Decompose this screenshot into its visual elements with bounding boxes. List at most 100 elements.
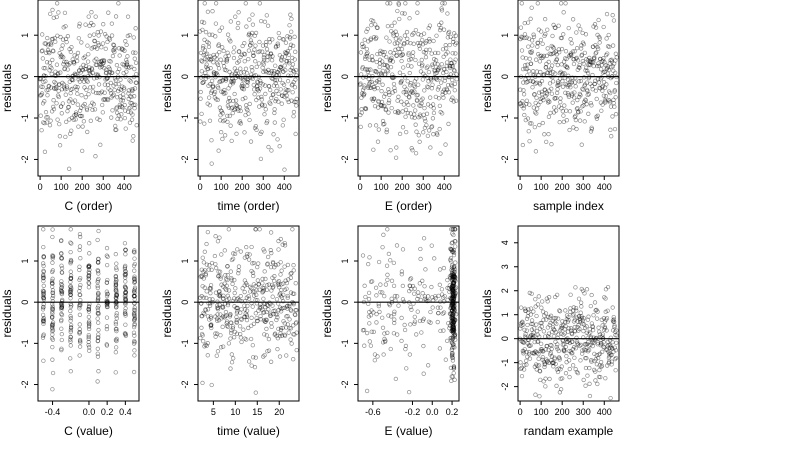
point bbox=[117, 86, 122, 92]
point bbox=[292, 69, 297, 75]
point bbox=[113, 282, 119, 287]
point bbox=[549, 86, 554, 91]
point bbox=[520, 55, 525, 60]
point bbox=[90, 100, 95, 105]
point bbox=[113, 350, 118, 355]
point bbox=[292, 332, 297, 337]
point bbox=[542, 313, 547, 318]
point bbox=[577, 91, 583, 97]
point bbox=[453, 260, 458, 265]
point bbox=[531, 330, 536, 335]
point bbox=[113, 14, 119, 19]
point bbox=[539, 55, 544, 61]
point bbox=[208, 57, 213, 63]
point bbox=[212, 253, 218, 259]
point bbox=[241, 51, 247, 56]
point bbox=[68, 287, 74, 293]
point bbox=[556, 79, 561, 84]
point bbox=[257, 39, 262, 45]
point bbox=[284, 58, 289, 64]
point bbox=[293, 131, 298, 137]
point bbox=[611, 100, 616, 106]
point bbox=[568, 79, 573, 84]
point bbox=[399, 99, 404, 104]
point bbox=[122, 108, 128, 113]
point bbox=[430, 102, 436, 107]
point bbox=[200, 80, 205, 86]
point bbox=[546, 295, 552, 300]
point bbox=[284, 286, 289, 291]
point bbox=[40, 56, 45, 61]
point bbox=[405, 63, 411, 68]
point bbox=[95, 260, 101, 265]
point bbox=[50, 357, 55, 362]
point bbox=[520, 320, 525, 325]
point bbox=[228, 79, 234, 84]
point bbox=[450, 285, 455, 291]
point bbox=[68, 97, 73, 102]
point bbox=[426, 79, 431, 84]
point bbox=[421, 31, 427, 36]
point bbox=[450, 64, 456, 69]
point bbox=[568, 306, 573, 311]
point bbox=[113, 326, 119, 332]
point bbox=[535, 1, 540, 6]
point bbox=[374, 293, 379, 298]
point bbox=[199, 331, 205, 337]
point bbox=[364, 46, 369, 52]
point bbox=[409, 307, 414, 312]
point bbox=[53, 39, 58, 44]
point bbox=[370, 58, 375, 63]
point bbox=[450, 295, 455, 300]
point bbox=[450, 290, 456, 295]
point bbox=[231, 251, 236, 256]
point bbox=[251, 73, 257, 78]
point bbox=[235, 309, 240, 314]
point bbox=[605, 64, 610, 69]
point bbox=[557, 308, 562, 313]
point bbox=[423, 267, 428, 272]
point bbox=[119, 46, 124, 51]
point bbox=[450, 306, 456, 311]
point bbox=[216, 293, 222, 298]
point bbox=[250, 304, 255, 309]
point bbox=[104, 343, 110, 348]
point bbox=[105, 300, 110, 305]
point bbox=[59, 317, 64, 322]
point bbox=[382, 339, 388, 345]
point bbox=[603, 94, 609, 99]
point bbox=[249, 300, 254, 306]
point bbox=[249, 286, 254, 291]
point bbox=[449, 285, 454, 290]
point bbox=[256, 95, 261, 100]
point bbox=[448, 305, 453, 311]
point bbox=[85, 79, 90, 84]
point bbox=[528, 61, 534, 66]
point bbox=[220, 136, 225, 142]
point bbox=[423, 50, 428, 55]
point bbox=[277, 53, 283, 58]
point bbox=[377, 77, 382, 82]
point bbox=[433, 296, 438, 301]
point bbox=[243, 95, 248, 101]
point bbox=[40, 294, 46, 299]
point bbox=[594, 114, 599, 119]
point bbox=[601, 80, 607, 85]
point bbox=[229, 138, 234, 143]
point bbox=[570, 363, 576, 368]
plot-frame bbox=[197, 0, 300, 177]
point bbox=[585, 88, 590, 94]
point bbox=[104, 289, 109, 294]
point bbox=[551, 360, 556, 366]
point bbox=[95, 351, 100, 356]
point bbox=[293, 67, 299, 73]
point bbox=[238, 54, 243, 60]
point bbox=[225, 119, 230, 125]
point bbox=[236, 264, 242, 269]
point bbox=[291, 323, 296, 328]
point bbox=[73, 110, 79, 115]
point bbox=[206, 44, 212, 50]
point bbox=[92, 58, 97, 63]
point bbox=[393, 155, 399, 160]
